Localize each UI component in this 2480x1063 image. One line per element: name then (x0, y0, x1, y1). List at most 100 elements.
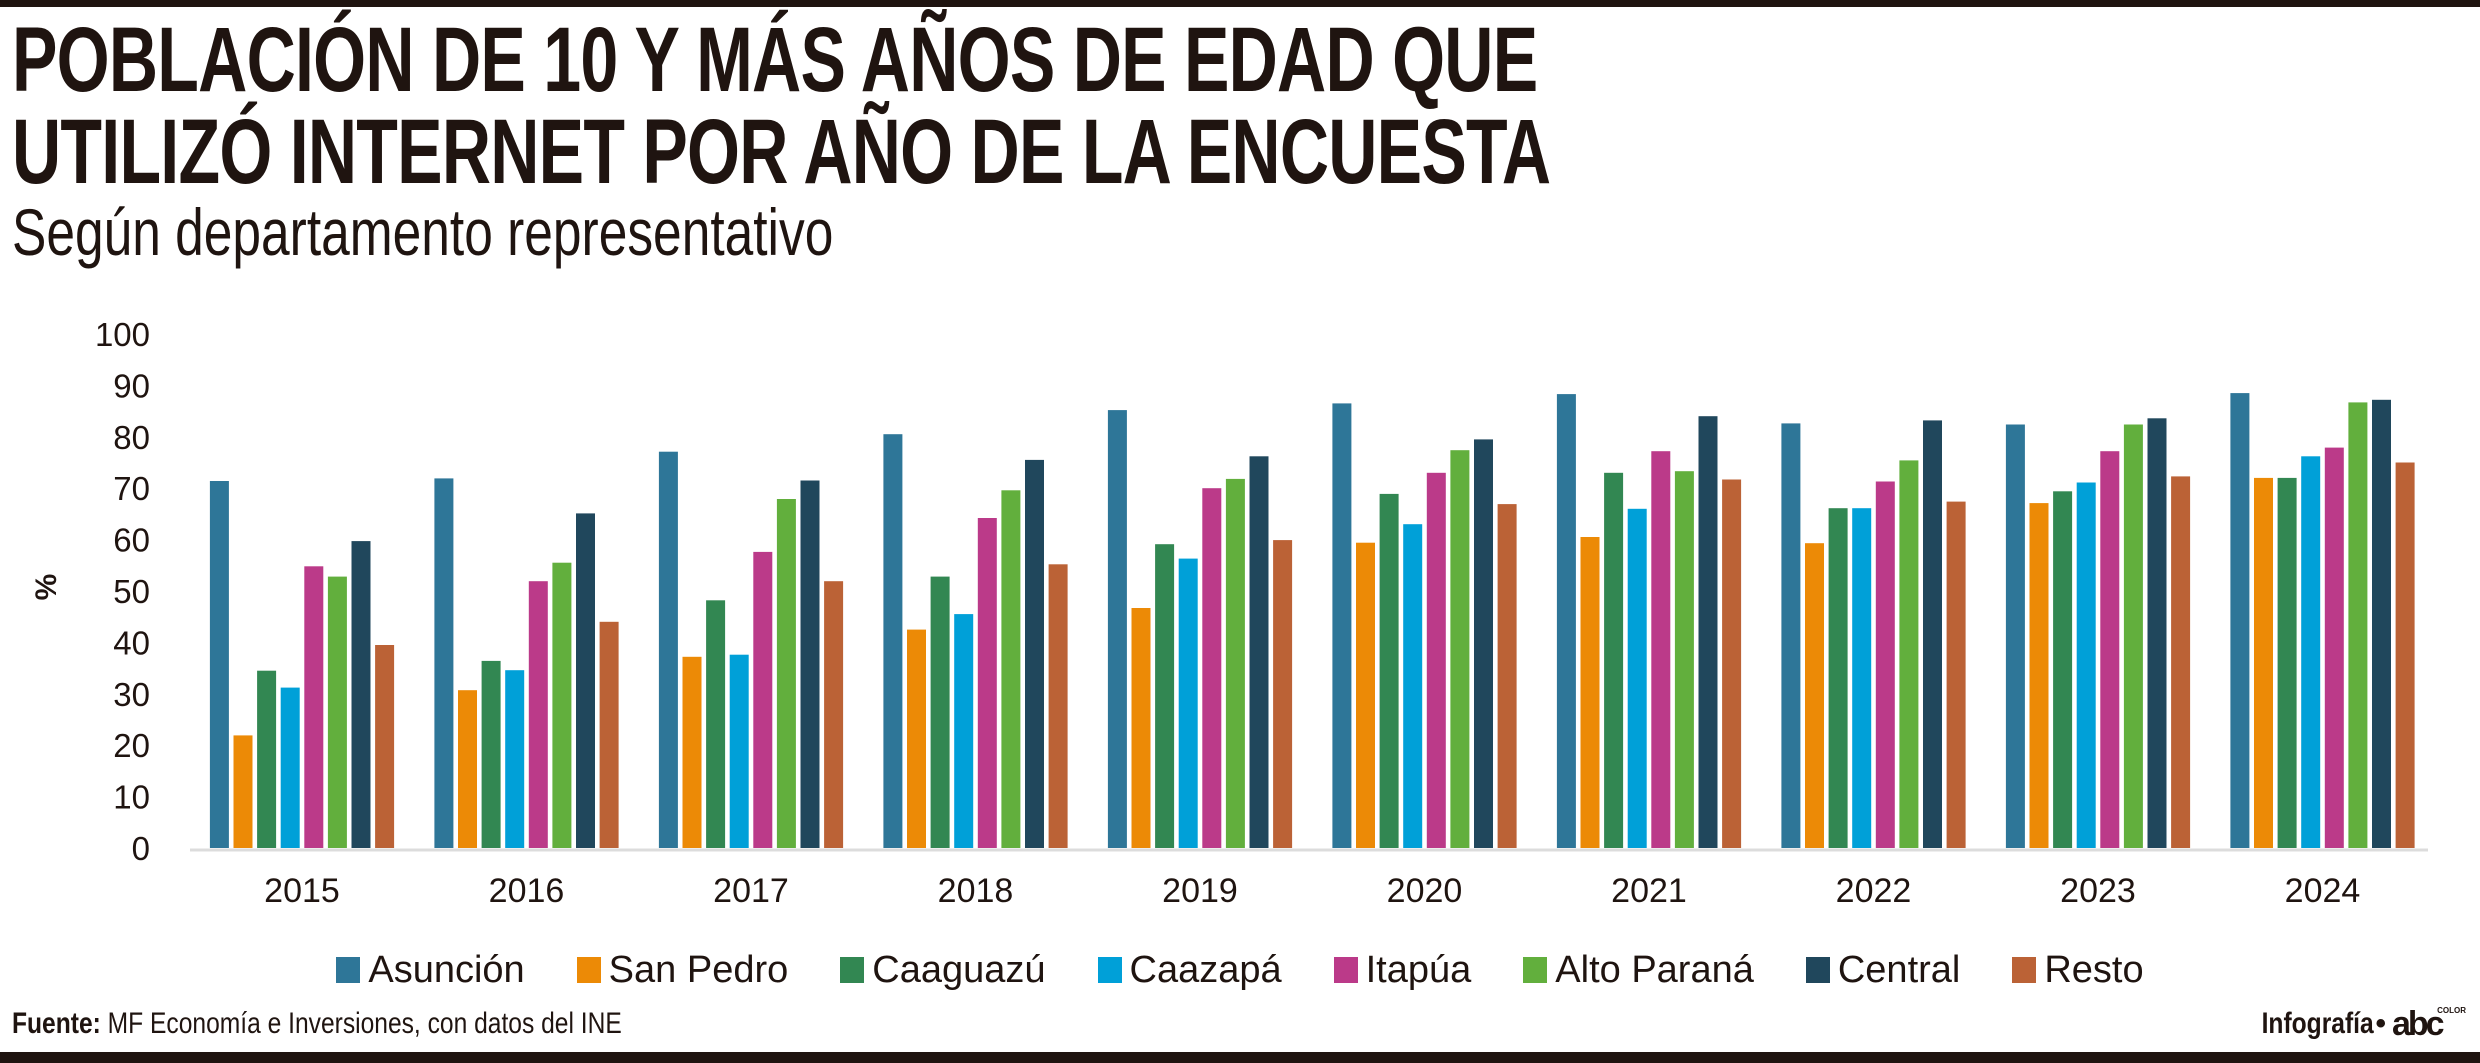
legend-label: San Pedro (608, 948, 789, 991)
bar-san-pedro-2023 (2029, 503, 2049, 848)
title-line-2: UTILIZÓ INTERNET POR AÑO DE LA ENCUESTA (12, 101, 1551, 203)
bar-asunci-n-2019 (1107, 410, 1127, 848)
bar-central-2024 (2372, 399, 2391, 848)
bar-alto-paran--2016 (552, 562, 572, 848)
bar-itap-a-2016 (528, 581, 548, 848)
bar-asunci-n-2018 (883, 434, 903, 848)
legend-swatch (2012, 957, 2037, 983)
y-axis-title: % (30, 574, 63, 601)
bar-central-2018 (1025, 459, 1044, 848)
y-tick-label: 40 (113, 624, 150, 661)
legend-label: Caazapá (1129, 948, 1282, 991)
bar-central-2015 (351, 541, 371, 848)
bar-resto-2017 (824, 581, 844, 848)
legend-swatch (576, 957, 601, 983)
legend-item: Resto (2012, 940, 2144, 1000)
legend-swatch (840, 957, 865, 983)
bar-caazap--2023 (2076, 482, 2096, 848)
bar-san-pedro-2015 (233, 735, 253, 848)
x-tick-label: 2015 (264, 872, 340, 910)
bar-san-pedro-2022 (1805, 543, 1824, 848)
bar-asunci-n-2021 (1556, 394, 1576, 848)
bar-resto-2024 (2395, 462, 2415, 848)
legend-item: Caaguazú (840, 940, 1046, 1000)
bar-alto-paran--2020 (1450, 450, 1470, 848)
legend-label: Alto Paraná (1555, 948, 1754, 991)
bar-asunci-n-2023 (2005, 424, 2025, 848)
bar-central-2022 (1923, 420, 1942, 848)
bar-asunci-n-2017 (658, 451, 678, 848)
credit-text: Infografía (2261, 1007, 2374, 1040)
bar-itap-a-2023 (2100, 451, 2120, 848)
bar-san-pedro-2020 (1356, 542, 1375, 848)
logo-superscript: COLOR (2437, 1006, 2466, 1015)
source-label: Fuente: (12, 1007, 101, 1040)
top-border (0, 0, 2480, 7)
bar-caazap--2020 (1403, 524, 1423, 848)
x-tick-label: 2020 (1387, 872, 1463, 910)
y-tick-label: 30 (113, 676, 150, 713)
bar-alto-paran--2023 (2123, 424, 2143, 848)
bar-alto-paran--2022 (1899, 460, 1919, 848)
legend-item: Itapúa (1333, 940, 1471, 1000)
bar-itap-a-2022 (1875, 481, 1895, 848)
bar-itap-a-2020 (1426, 472, 1446, 848)
bar-asunci-n-2016 (434, 478, 454, 848)
source-text: MF Economía e Inversiones, con datos del… (100, 1007, 622, 1040)
bar-caazap--2022 (1852, 508, 1872, 848)
bottom-border (0, 1052, 2480, 1063)
legend-swatch (1523, 957, 1548, 983)
bar-resto-2022 (1946, 501, 1966, 848)
y-tick-label: 80 (113, 419, 150, 456)
y-tick-label: 0 (132, 830, 150, 867)
credit: Infografía • abc COLOR (2237, 1006, 2466, 1041)
bar-caaguaz--2015 (257, 670, 277, 848)
bar-central-2021 (1698, 416, 1718, 848)
bar-resto-2023 (2171, 476, 2191, 848)
legend-item: San Pedro (576, 940, 789, 1000)
bar-group-2022 (1781, 420, 1966, 848)
bar-caaguaz--2016 (481, 660, 501, 848)
x-tick-label: 2023 (2060, 872, 2136, 910)
x-tick-label: 2018 (938, 872, 1014, 910)
bar-san-pedro-2021 (1580, 537, 1600, 848)
bar-group-2017 (658, 451, 844, 848)
bar-group-2020 (1332, 403, 1517, 848)
title-line-1: POBLACIÓN DE 10 Y MÁS AÑOS DE EDAD QUE (12, 9, 1538, 111)
bar-san-pedro-2016 (458, 690, 477, 848)
legend-swatch (1097, 957, 1122, 983)
legend-label: Asunción (368, 948, 525, 991)
credit-separator: • (2375, 1007, 2386, 1040)
legend-swatch (1333, 957, 1358, 983)
x-tick-label: 2019 (1162, 872, 1238, 910)
bar-caazap--2018 (954, 614, 974, 848)
bar-caaguaz--2020 (1379, 493, 1399, 848)
x-tick-label: 2017 (713, 872, 789, 910)
bar-caazap--2024 (2301, 456, 2321, 848)
legend-swatch (336, 957, 361, 983)
y-tick-label: 70 (113, 470, 150, 507)
bar-asunci-n-2022 (1781, 423, 1801, 848)
bar-alto-paran--2018 (1001, 490, 1021, 848)
bar-caazap--2017 (729, 654, 749, 848)
bar-resto-2020 (1497, 504, 1517, 848)
chart-title: POBLACIÓN DE 10 Y MÁS AÑOS DE EDAD QUE U… (12, 9, 1551, 203)
bar-caazap--2019 (1178, 558, 1198, 848)
x-tick-label: 2021 (1611, 872, 1687, 910)
abc-color-logo: abc COLOR (2392, 1006, 2466, 1041)
bars (209, 393, 2415, 848)
bar-group-2023 (2005, 418, 2191, 848)
y-axis: 0 10 20 30 40 50 60 70 80 90 100 (95, 316, 150, 867)
bar-alto-paran--2019 (1225, 478, 1245, 848)
bar-itap-a-2018 (977, 518, 997, 848)
y-tick-label: 10 (113, 779, 150, 816)
bar-resto-2018 (1048, 564, 1068, 848)
bar-resto-2021 (1722, 479, 1742, 848)
bar-san-pedro-2018 (907, 629, 926, 848)
source-note: Fuente: MF Economía e Inversiones, con d… (12, 1007, 622, 1041)
legend: Asunción San Pedro Caaguazú Caazapá Itapúa Al… (0, 940, 2480, 1000)
y-tick-label: 100 (95, 316, 150, 353)
bar-central-2016 (576, 513, 595, 848)
bar-san-pedro-2024 (2254, 477, 2273, 848)
